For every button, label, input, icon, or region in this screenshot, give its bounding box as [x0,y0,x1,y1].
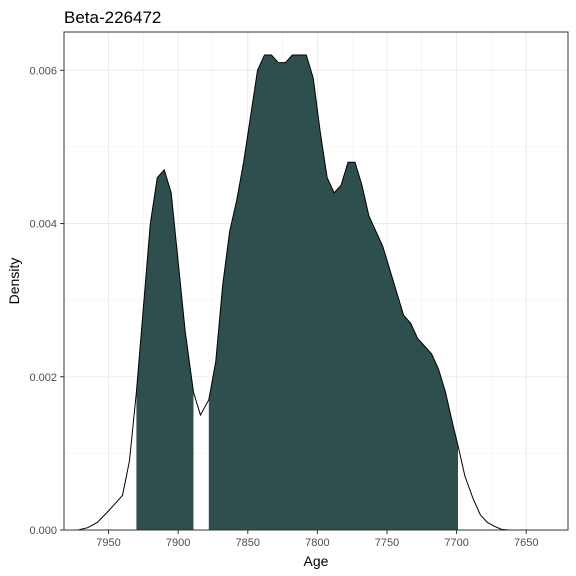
x-tick-label: 7700 [444,537,468,549]
x-tick-label: 7750 [375,537,399,549]
chart-title: Beta-226472 [64,8,161,27]
density-curve-layer [77,54,555,531]
x-axis-title: Age [304,553,329,569]
y-tick-label: 0.002 [29,372,57,384]
x-tick-label: 7800 [305,537,329,549]
x-tick-label: 7850 [236,537,260,549]
panel-border [63,31,569,531]
density-curve [77,54,555,531]
x-tick-label: 7650 [514,537,538,549]
x-tick-label: 7950 [96,537,120,549]
y-tick-label: 0.004 [29,219,57,231]
shaded-density-areas [136,54,459,530]
y-tick-label: 0.000 [29,525,57,537]
shaded-range-2 [208,54,459,530]
x-axis-ticks: 7950 7900 7850 7800 7750 7700 7650 [96,530,538,549]
x-tick-label: 7900 [166,537,190,549]
y-axis-title: Density [6,258,22,305]
shaded-range-1 [136,169,194,530]
y-axis-ticks: 0.000 0.002 0.004 0.006 [29,65,64,537]
y-tick-label: 0.006 [29,65,57,77]
